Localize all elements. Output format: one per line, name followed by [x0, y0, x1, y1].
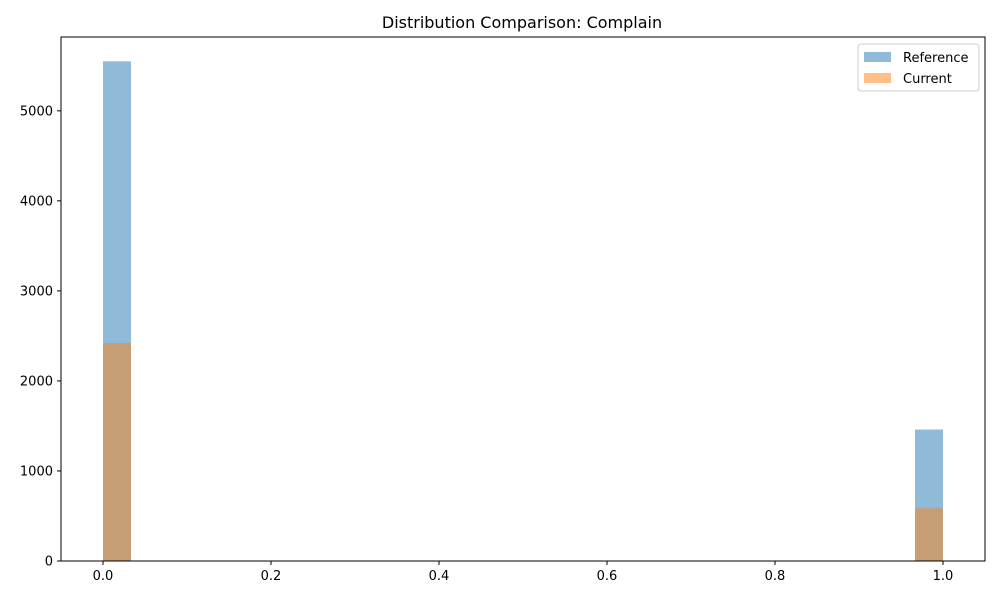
x-tick-label: 0.6	[597, 569, 618, 584]
x-tick-label: 0.2	[261, 569, 282, 584]
legend-swatch-current	[864, 73, 891, 83]
x-tick-label: 1.0	[933, 569, 954, 584]
legend-label-current: Current	[903, 72, 952, 87]
legend-label-reference: Reference	[903, 51, 968, 66]
bar-current-1	[915, 508, 943, 561]
y-tick-label: 1000	[20, 464, 53, 479]
axes-layer: 0.0 0.2 0.4 0.6 0.8 1.0 0 1000 2000 3000 4000 5000	[20, 36, 986, 584]
plot-frame	[60, 36, 986, 562]
y-tick-label: 2000	[20, 374, 53, 389]
y-tick-label: 4000	[20, 194, 53, 209]
y-tick-label: 0	[45, 555, 53, 570]
legend: Reference Current	[857, 43, 980, 92]
y-tick-label: 3000	[20, 284, 53, 299]
x-tick-label: 0.8	[765, 569, 786, 584]
legend-swatch-reference	[864, 52, 891, 62]
bars-layer	[103, 61, 943, 562]
y-tick-label: 5000	[20, 104, 53, 119]
chart-title: Distribution Comparison: Complain	[382, 13, 662, 32]
x-tick-label: 0.0	[93, 569, 114, 584]
x-tick-label: 0.4	[429, 569, 450, 584]
bar-current-0	[103, 343, 131, 561]
